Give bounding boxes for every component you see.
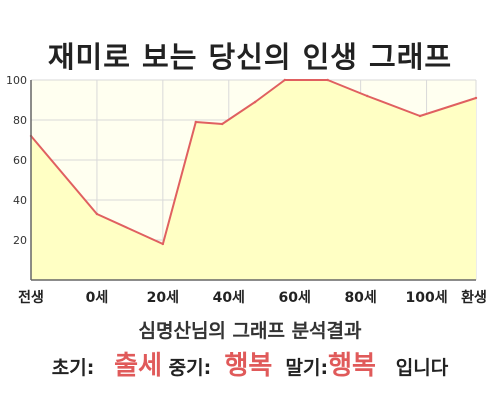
x-tick-label: 0세 [86, 290, 109, 306]
x-tick-label: 20세 [147, 290, 179, 306]
mid-value: 행복 [224, 351, 273, 381]
axes [30, 80, 476, 281]
x-tick-label: 전생 [18, 289, 44, 306]
data-point [161, 242, 165, 246]
data-point [326, 78, 329, 82]
data-point [253, 100, 257, 104]
late-value: 행복 [328, 351, 376, 381]
data-point [220, 122, 224, 126]
y-tick-labels: 20 40 60 80 100 [6, 74, 27, 247]
data-point [366, 94, 369, 98]
chart-title: 재미로 보는 당신의 인생 그래프 [47, 40, 453, 74]
data-point [418, 114, 422, 118]
x-tick-label: 100세 [406, 290, 448, 306]
data-point [95, 212, 99, 216]
y-tick-label: 20 [13, 234, 27, 247]
early-value: 출세 [114, 351, 163, 381]
y-tick-label: 100 [6, 74, 27, 87]
data-point [474, 96, 478, 100]
x-tick-label: 60세 [279, 290, 311, 306]
late-label: 말기: [285, 357, 329, 379]
x-tick-label: 40세 [213, 290, 245, 306]
x-tick-label: 80세 [344, 290, 376, 306]
analysis-heading: 심명산님의 그래프 분석결과 [138, 320, 362, 342]
ending-text: 입니다 [395, 357, 449, 379]
early-label: 초기: [51, 357, 95, 379]
data-point [194, 120, 198, 124]
y-tick-label: 80 [13, 114, 27, 127]
y-tick-label: 60 [13, 154, 27, 167]
life-area-fill [31, 80, 476, 280]
data-point [283, 78, 287, 82]
x-tick-labels: 전생 0세 20세 40세 60세 80세 100세 환생 [18, 289, 487, 306]
x-tick-label: 환생 [461, 289, 487, 306]
y-tick-label: 40 [13, 194, 27, 207]
mid-label: 중기: [168, 357, 212, 379]
analysis-result: 초기: 출세 중기: 행복 말기:행복 입니다 [0, 345, 500, 382]
